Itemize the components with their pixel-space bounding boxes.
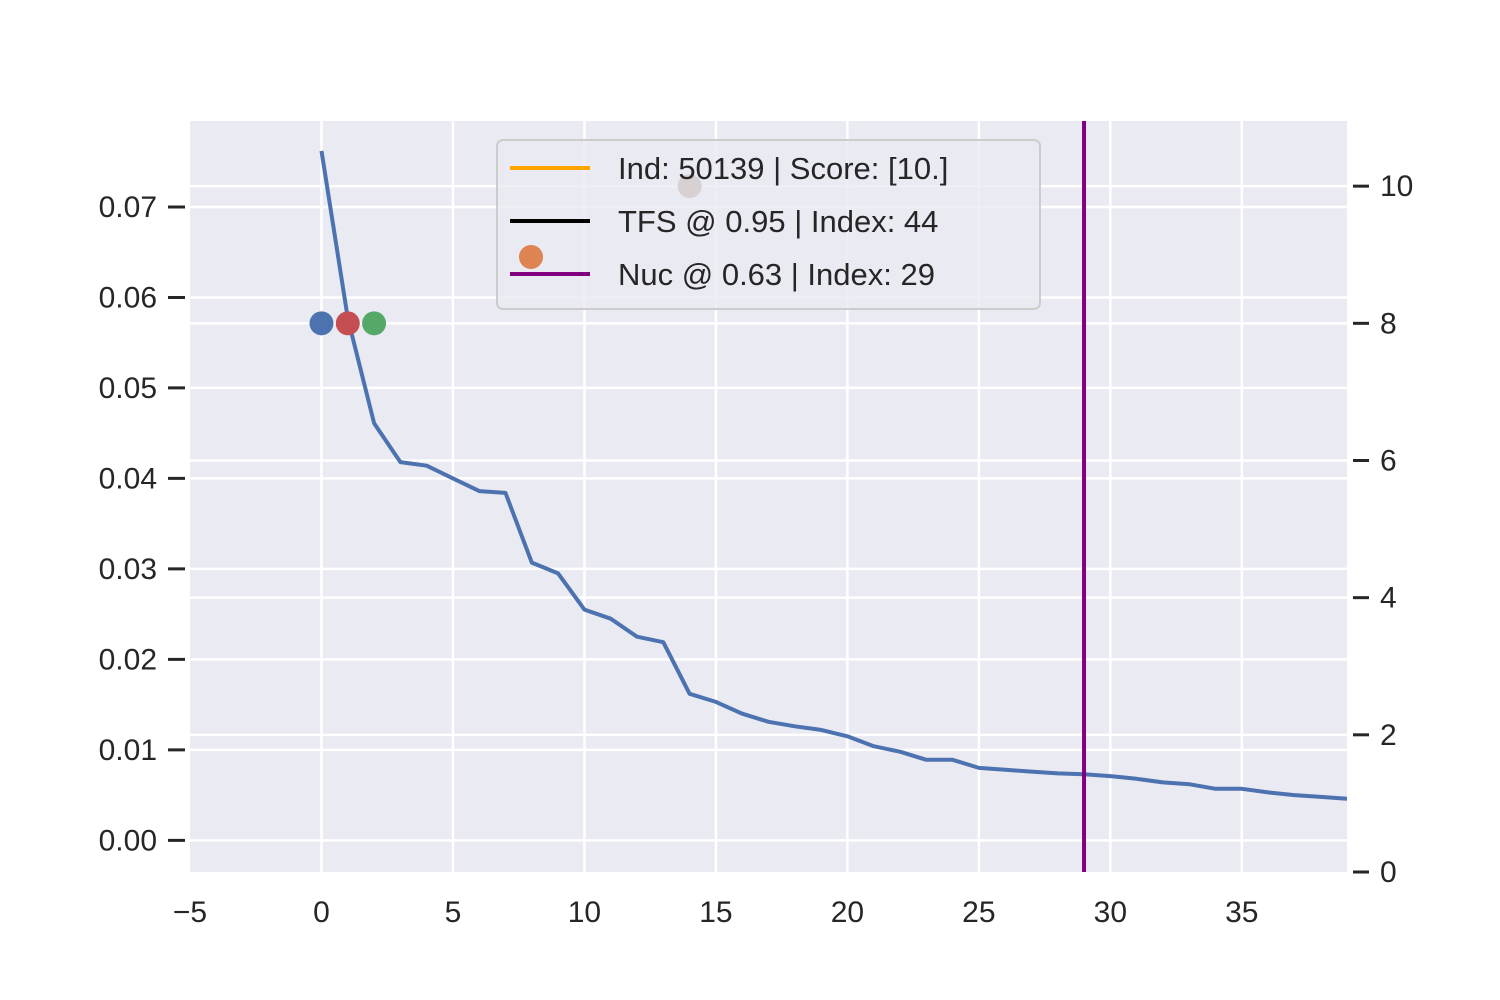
- x-tick-label: 35: [1225, 896, 1258, 929]
- y-right-tick-label: 6: [1380, 444, 1397, 477]
- x-axis: −5 0 5 10 15 20 25 30 35: [173, 896, 1259, 929]
- legend-box: [496, 139, 1041, 310]
- x-tick-label: 25: [962, 896, 995, 929]
- y-left-tick-label: 0.07: [99, 191, 157, 224]
- scatter-point: [362, 311, 387, 336]
- y-left-tick-label: 0.05: [99, 372, 157, 405]
- x-tick-label: 5: [445, 896, 462, 929]
- y-left-tick-label: 0.03: [99, 553, 157, 586]
- y-left-tick-label: 0.00: [99, 824, 157, 857]
- legend-label: Ind: 50139 | Score: [10.]: [618, 151, 948, 186]
- legend-extra-marker: [519, 245, 543, 269]
- legend: Ind: 50139 | Score: [10.] TFS @ 0.95 | In…: [496, 139, 1041, 310]
- x-tick-label: 10: [568, 896, 601, 929]
- legend-label: TFS @ 0.95 | Index: 44: [618, 204, 938, 239]
- y-axis-right: 0 2 4 6 8 10: [1353, 170, 1413, 889]
- y-right-tick-label: 8: [1380, 307, 1397, 340]
- y-left-tick-label: 0.04: [99, 462, 157, 495]
- x-tick-label: 0: [313, 896, 330, 929]
- x-tick-label: 15: [699, 896, 732, 929]
- scatter-point: [309, 311, 334, 336]
- scatter-point: [335, 311, 360, 336]
- x-tick-label: 30: [1094, 896, 1127, 929]
- legend-label: Nuc @ 0.63 | Index: 29: [618, 257, 935, 292]
- x-tick-label: 20: [831, 896, 864, 929]
- series-line: [319, 150, 1347, 801]
- y-left-tick-label: 0.06: [99, 281, 157, 314]
- y-left-tick-label: 0.02: [99, 643, 157, 676]
- y-right-tick-label: 4: [1380, 582, 1397, 615]
- x-tick-label: −5: [173, 896, 207, 929]
- y-right-tick-label: 0: [1380, 856, 1397, 889]
- y-right-tick-label: 10: [1380, 170, 1413, 203]
- y-axis-left: 0.00 0.01 0.02 0.03 0.04 0.05 0.06 0.07: [99, 191, 185, 857]
- y-right-tick-label: 2: [1380, 719, 1397, 752]
- y-left-tick-label: 0.01: [99, 734, 157, 767]
- series-layer: [319, 150, 1347, 801]
